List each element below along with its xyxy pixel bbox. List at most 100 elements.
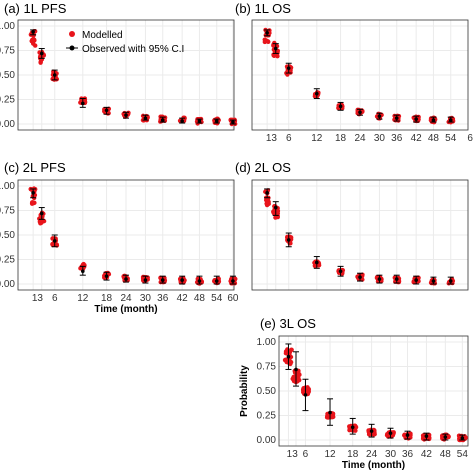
legend-observed-key — [69, 45, 75, 51]
modelled-point — [372, 431, 377, 437]
y-tick-label: 0.25 — [0, 95, 15, 106]
modelled-point — [271, 53, 277, 58]
modelled-point — [30, 41, 36, 46]
modelled-point — [30, 37, 35, 42]
panel-title: (d) 2L OS — [235, 160, 291, 175]
observed-point — [81, 101, 85, 106]
y-tick-label: 1.00 — [0, 181, 15, 192]
x-tick-label: 6 — [303, 449, 309, 460]
panel-2: (b) 1L OS 13 6 12 18 24 30 36 42 48 54 6 — [235, 1, 473, 144]
observed-point — [214, 279, 219, 283]
observed-point — [273, 205, 278, 210]
panel-title: (c) 2L PFS — [4, 160, 66, 175]
x-tick-label: 18 — [347, 449, 359, 460]
panel-4: (d) 2L OS — [235, 160, 469, 291]
modelled-point — [54, 76, 60, 82]
observed-point — [214, 119, 219, 123]
x-tick-label: 30 — [374, 133, 386, 144]
modelled-point — [291, 378, 297, 384]
y-axis-title: Probability — [239, 365, 250, 417]
modelled-point — [324, 415, 330, 420]
panel-title: (e) 3L OS — [260, 316, 316, 331]
observed-point — [315, 91, 319, 96]
observed-point — [369, 429, 374, 433]
observed-point — [294, 367, 298, 372]
panel-border — [17, 19, 235, 131]
panel-border — [251, 19, 469, 131]
x-tick-label: 24 — [366, 449, 378, 460]
observed-point — [394, 277, 399, 281]
y-tick-label: 0.00 — [257, 435, 277, 446]
x-tick-label: 18 — [335, 133, 347, 144]
observed-point — [315, 260, 319, 265]
x-axis-title: Time (month) — [342, 460, 405, 471]
modelled-point — [29, 200, 35, 205]
x-tick-label: 6 — [52, 293, 58, 304]
y-tick-label: 1.00 — [0, 21, 15, 32]
panel-border — [278, 335, 469, 447]
x-tick-label: 54 — [457, 449, 469, 460]
legend-modelled-key — [69, 31, 75, 37]
x-tick-label: 13 — [287, 449, 299, 460]
x-tick-label: 54 — [445, 133, 457, 144]
observed-point — [448, 118, 453, 122]
x-tick-label: 24 — [354, 133, 366, 144]
legend-observed-label: Observed with 95% C.I — [82, 44, 184, 55]
observed-point — [338, 104, 343, 109]
observed-point — [52, 239, 57, 243]
modelled-point — [282, 357, 288, 363]
observed-point — [405, 433, 410, 437]
x-tick-label: 36 — [157, 293, 169, 304]
y-tick-label: 0.75 — [0, 46, 15, 57]
x-tick-label: 48 — [194, 293, 206, 304]
observed-point — [286, 66, 291, 70]
x-tick-label: 12 — [77, 293, 89, 304]
x-tick-label: 54 — [211, 293, 223, 304]
x-tick-label: 30 — [385, 449, 397, 460]
x-tick-label: 12 — [311, 133, 323, 144]
modelled-point — [78, 266, 83, 271]
x-tick-label: 30 — [140, 293, 152, 304]
x-tick-label: 36 — [402, 449, 414, 460]
x-tick-label: 60 — [227, 293, 239, 304]
observed-point — [265, 31, 269, 35]
modelled-point — [294, 372, 300, 378]
observed-point — [377, 114, 382, 118]
y-tick-label: 0.75 — [257, 362, 277, 373]
observed-point — [431, 279, 436, 283]
observed-point — [124, 277, 128, 281]
observed-point — [39, 51, 44, 56]
observed-point — [431, 118, 436, 122]
legend: Modelled Observed with 95% C.I — [66, 30, 184, 55]
observed-point — [31, 30, 35, 34]
observed-point — [124, 113, 128, 117]
y-tick-label: 0.25 — [0, 255, 15, 266]
y-tick-label: 1.00 — [257, 337, 277, 348]
observed-point — [414, 278, 418, 282]
observed-point — [180, 119, 184, 123]
x-tick-label: 18 — [101, 293, 113, 304]
observed-point — [197, 279, 202, 283]
x-tick-label: 6 — [286, 133, 292, 144]
observed-point — [388, 431, 393, 435]
observed-point — [81, 269, 85, 274]
y-tick-label: 0.25 — [257, 411, 277, 422]
x-tick-label: 42 — [411, 133, 423, 144]
observed-point — [265, 191, 269, 195]
observed-point — [231, 279, 235, 283]
observed-point — [143, 116, 148, 120]
observed-point — [39, 211, 44, 216]
x-tick-label: 13 — [266, 133, 278, 144]
observed-point — [143, 278, 148, 282]
observed-point — [160, 278, 165, 282]
observed-point — [286, 238, 291, 242]
panel-3: (c) 2L PFS 1.00 0.75 0.50 0.25 0.00 13 6 12 18 24 3… — [0, 160, 239, 315]
y-tick-label: 0.50 — [0, 70, 15, 81]
observed-point — [273, 46, 278, 51]
observed-point — [443, 435, 448, 439]
observed-point — [180, 278, 184, 282]
x-tick-label: 13 — [32, 293, 44, 304]
observed-point — [52, 73, 57, 77]
observed-point — [104, 108, 109, 113]
